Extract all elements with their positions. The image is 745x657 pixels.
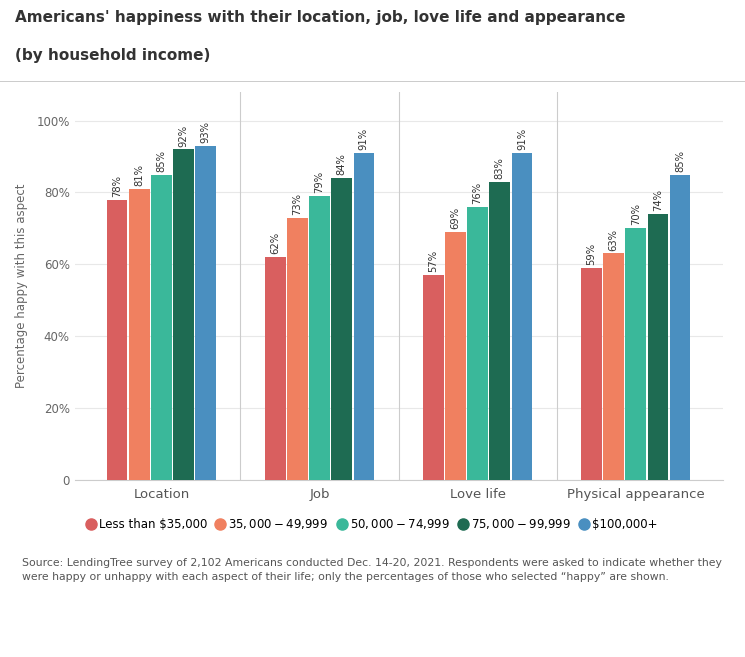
Text: 85%: 85% [156, 150, 166, 171]
Y-axis label: Percentage happy with this aspect: Percentage happy with this aspect [15, 183, 28, 388]
Text: 81%: 81% [134, 164, 145, 186]
Text: Source: LendingTree survey of 2,102 Americans conducted Dec. 14-20, 2021. Respon: Source: LendingTree survey of 2,102 Amer… [22, 558, 722, 583]
Bar [603, 254, 624, 480]
Bar [581, 268, 602, 480]
Text: 74%: 74% [653, 189, 663, 211]
Text: 63%: 63% [609, 229, 618, 250]
Text: 91%: 91% [517, 128, 527, 150]
Text: 78%: 78% [112, 175, 122, 197]
Text: (by household income): (by household income) [15, 49, 210, 64]
Bar [354, 153, 374, 480]
Bar [512, 153, 532, 480]
Bar [625, 229, 646, 480]
Bar [647, 214, 668, 480]
Bar [287, 217, 308, 480]
Bar [265, 257, 285, 480]
Bar [332, 178, 352, 480]
Bar [670, 175, 690, 480]
Text: 92%: 92% [179, 124, 188, 147]
Text: 91%: 91% [359, 128, 369, 150]
Bar [174, 149, 194, 480]
Text: 59%: 59% [586, 243, 597, 265]
Text: 73%: 73% [292, 193, 302, 215]
Bar [489, 182, 510, 480]
Text: 76%: 76% [472, 182, 483, 204]
Bar [195, 146, 216, 480]
Text: 57%: 57% [428, 250, 438, 272]
Text: 69%: 69% [451, 207, 460, 229]
Text: 84%: 84% [337, 153, 346, 175]
Text: 62%: 62% [270, 232, 280, 254]
Bar [467, 207, 488, 480]
Text: 85%: 85% [675, 150, 685, 171]
Bar [309, 196, 330, 480]
Bar [423, 275, 443, 480]
Legend: Less than $35,000, $35,000-$49,999, $50,000-$74,999, $75,000-$99,999, $100,000+: Less than $35,000, $35,000-$49,999, $50,… [87, 517, 658, 531]
Text: 79%: 79% [314, 171, 325, 193]
Bar [129, 189, 150, 480]
Bar [107, 200, 127, 480]
Text: 93%: 93% [200, 121, 211, 143]
Text: Americans' happiness with their location, job, love life and appearance: Americans' happiness with their location… [15, 11, 625, 25]
Bar [446, 232, 466, 480]
Bar [151, 175, 171, 480]
Text: 83%: 83% [495, 157, 505, 179]
Text: 70%: 70% [631, 204, 641, 225]
